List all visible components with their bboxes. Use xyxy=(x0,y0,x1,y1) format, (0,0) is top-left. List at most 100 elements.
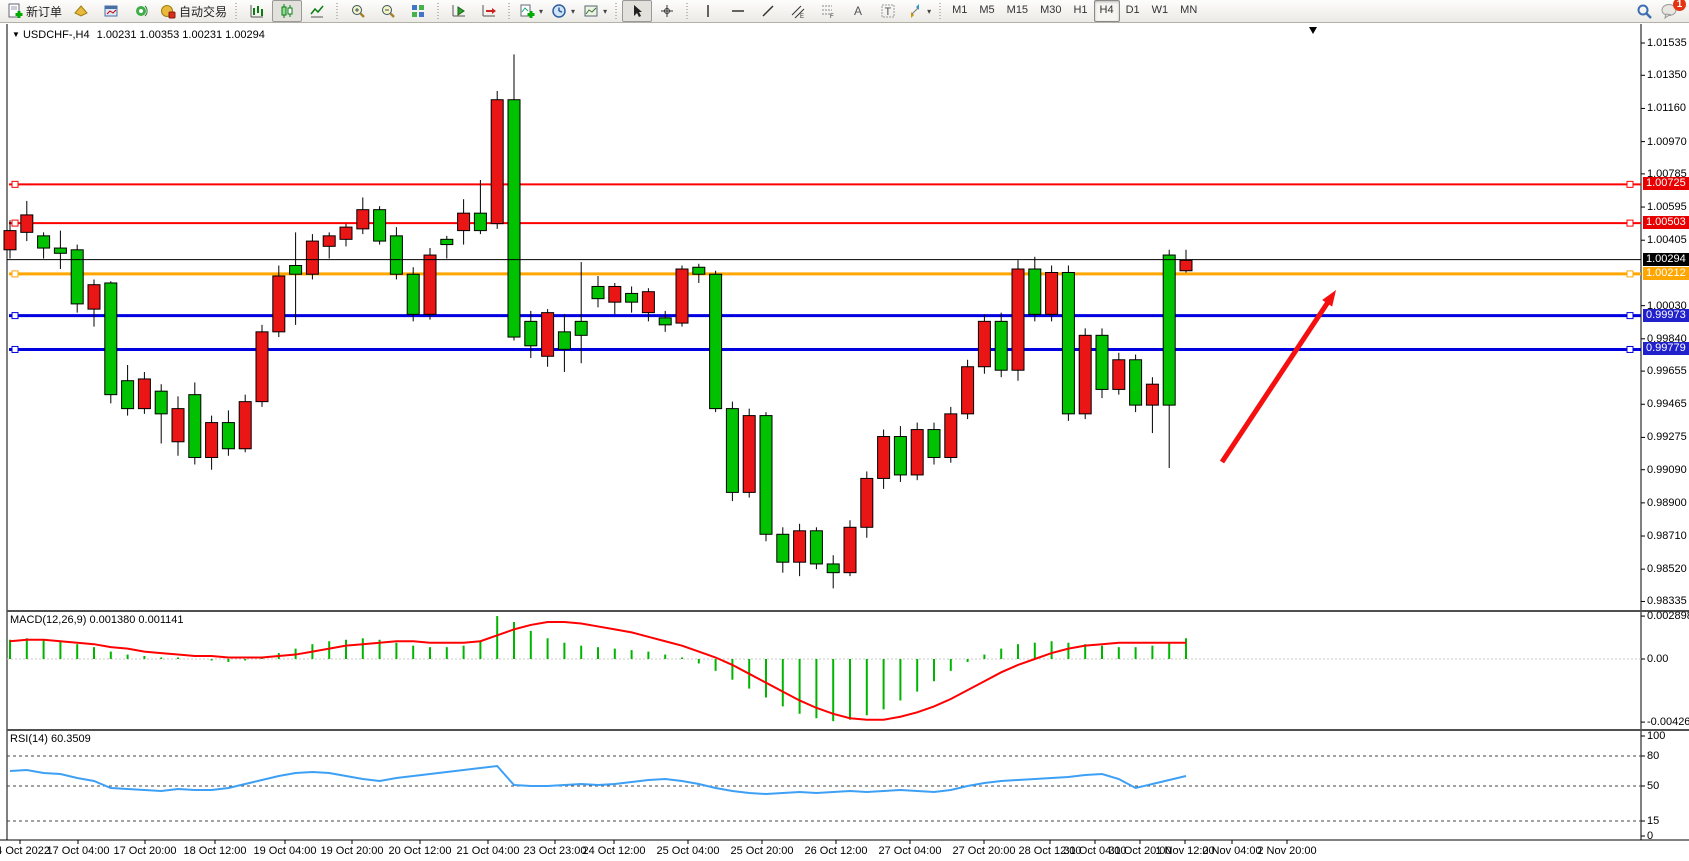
notifications-button[interactable]: 1 xyxy=(1661,0,1686,19)
line-handle[interactable] xyxy=(11,270,19,278)
fibonacci-button[interactable]: F xyxy=(813,0,843,22)
chart-shift-marker[interactable] xyxy=(1309,27,1317,34)
candle-body[interactable] xyxy=(1078,334,1092,415)
zoom-out-button[interactable] xyxy=(373,0,403,22)
line-handle[interactable] xyxy=(1626,270,1634,278)
candle-body[interactable] xyxy=(524,320,538,347)
candle-body[interactable] xyxy=(1028,268,1042,315)
line-handle[interactable] xyxy=(11,180,19,188)
candle-body[interactable] xyxy=(574,320,588,336)
candle-body[interactable] xyxy=(339,226,353,240)
candle-body[interactable] xyxy=(373,209,387,242)
candle-body[interactable] xyxy=(860,477,874,528)
candle-body[interactable] xyxy=(1011,268,1025,371)
candle-body[interactable] xyxy=(20,214,34,233)
candle-body[interactable] xyxy=(893,436,907,476)
timeframe-m30[interactable]: M30 xyxy=(1040,4,1062,16)
cursor-button[interactable] xyxy=(622,0,653,22)
timeframe-m1[interactable]: M1 xyxy=(952,4,968,16)
candle-body[interactable] xyxy=(406,273,420,315)
candle-body[interactable] xyxy=(877,436,891,479)
candle-body[interactable] xyxy=(961,366,975,415)
line-handle[interactable] xyxy=(1626,219,1634,227)
candle-body[interactable] xyxy=(910,429,924,476)
candle-body[interactable] xyxy=(927,429,941,458)
symbol-dropdown-icon[interactable]: ▼ xyxy=(12,30,20,39)
candle-body[interactable] xyxy=(742,415,756,493)
candle-body[interactable] xyxy=(154,390,168,415)
templates-button[interactable]: ▾ xyxy=(579,0,611,22)
periods-button[interactable]: ▾ xyxy=(547,0,579,22)
trend-arrow[interactable] xyxy=(1219,296,1333,464)
line-handle[interactable] xyxy=(1626,180,1634,188)
line-handle[interactable] xyxy=(11,312,19,320)
candle-body[interactable] xyxy=(389,235,403,275)
line-chart-button[interactable] xyxy=(302,0,332,22)
candle-body[interactable] xyxy=(289,265,303,275)
candle-body[interactable] xyxy=(1162,254,1176,406)
candle-body[interactable] xyxy=(692,266,706,275)
candle-body[interactable] xyxy=(37,235,51,249)
candle-body[interactable] xyxy=(255,331,269,403)
candle-body[interactable] xyxy=(3,230,17,251)
timeframe-m5[interactable]: M5 xyxy=(979,4,995,16)
candle-body[interactable] xyxy=(171,408,185,443)
candle-body[interactable] xyxy=(457,212,471,232)
candle-body[interactable] xyxy=(776,533,790,563)
candle-body[interactable] xyxy=(1112,359,1126,390)
candle-body[interactable] xyxy=(1061,271,1075,415)
candle-body[interactable] xyxy=(658,317,672,326)
candle-body[interactable] xyxy=(675,268,689,324)
crosshair-button[interactable] xyxy=(652,0,682,22)
candle-body[interactable] xyxy=(843,526,857,574)
candle-body[interactable] xyxy=(137,378,151,410)
candle-body[interactable] xyxy=(87,284,101,310)
data-window-button[interactable] xyxy=(126,0,156,22)
auto-trading-button[interactable]: 自动交易 xyxy=(156,0,231,22)
candle-body[interactable] xyxy=(1095,334,1109,390)
candle-body[interactable] xyxy=(1145,383,1159,406)
candle-body[interactable] xyxy=(205,422,219,458)
candle-body[interactable] xyxy=(356,209,370,230)
candle-body[interactable] xyxy=(221,422,235,450)
candle-body[interactable] xyxy=(625,292,639,303)
candle-body[interactable] xyxy=(121,380,135,410)
candle-body[interactable] xyxy=(641,291,655,314)
candle-body[interactable] xyxy=(1045,271,1059,315)
zoom-in-button[interactable] xyxy=(343,0,373,22)
text-label-button[interactable]: T xyxy=(873,0,903,22)
candle-body[interactable] xyxy=(977,320,991,368)
candle-body[interactable] xyxy=(490,99,504,225)
candle-body[interactable] xyxy=(759,415,773,535)
tile-windows-button[interactable] xyxy=(403,0,433,22)
auto-scroll-button[interactable] xyxy=(444,0,474,22)
line-handle[interactable] xyxy=(11,345,19,353)
candle-body[interactable] xyxy=(709,273,723,410)
trend-arrow-head[interactable] xyxy=(1322,290,1336,307)
candle-body[interactable] xyxy=(507,99,521,338)
candle-body[interactable] xyxy=(541,312,555,357)
candle-body[interactable] xyxy=(272,275,286,333)
candle-body[interactable] xyxy=(591,285,605,300)
line-handle[interactable] xyxy=(1626,312,1634,320)
search-icon[interactable] xyxy=(1636,3,1653,20)
candle-body[interactable] xyxy=(188,394,202,458)
market-watch-button[interactable] xyxy=(96,0,126,22)
timeframe-w1[interactable]: W1 xyxy=(1151,4,1169,16)
candle-body[interactable] xyxy=(305,240,319,275)
candle-body[interactable] xyxy=(557,331,571,350)
candle-body[interactable] xyxy=(1179,259,1193,272)
bar-chart-button[interactable] xyxy=(242,0,272,22)
trendline-button[interactable] xyxy=(753,0,783,22)
line-handle[interactable] xyxy=(11,219,19,227)
candle-body[interactable] xyxy=(423,254,437,315)
timeframe-h1[interactable]: H1 xyxy=(1073,4,1088,16)
candle-body[interactable] xyxy=(440,238,454,246)
candle-body[interactable] xyxy=(53,247,67,254)
candle-body[interactable] xyxy=(793,530,807,563)
candle-body[interactable] xyxy=(809,530,823,565)
indicators-button[interactable]: ▾ xyxy=(515,0,547,22)
arrows-button[interactable]: ▾ xyxy=(903,0,935,22)
new-order-button[interactable]: 新订单 xyxy=(3,0,66,22)
candle-body[interactable] xyxy=(608,285,622,303)
